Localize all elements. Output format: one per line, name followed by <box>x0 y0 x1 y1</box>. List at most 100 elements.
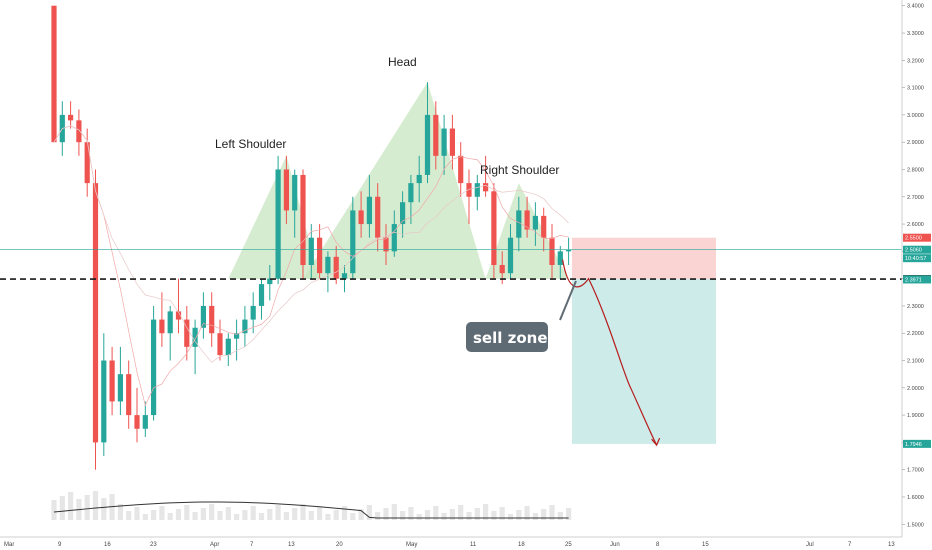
volume-bar <box>101 498 107 520</box>
price-tick-label: 1.9000 <box>907 413 924 419</box>
candle <box>92 169 99 470</box>
candle <box>557 245 563 279</box>
volume-bar <box>416 514 422 520</box>
candle <box>541 207 547 252</box>
candle-body <box>416 174 422 184</box>
volume-bar <box>258 513 265 520</box>
candle <box>333 245 339 285</box>
price-badge-label: 2.5060 <box>905 248 922 254</box>
volume-bar <box>242 510 248 520</box>
candle-body <box>68 114 74 121</box>
candle-body <box>142 415 148 429</box>
candle <box>275 155 281 285</box>
candle <box>242 305 248 347</box>
candle <box>483 155 489 197</box>
volume-bar <box>167 513 173 520</box>
time-tick-label: 20 <box>336 542 343 548</box>
candle-body <box>566 249 572 252</box>
candle-body <box>167 311 173 334</box>
candle <box>449 114 455 170</box>
price-tick-label: 3.4000 <box>907 4 924 10</box>
volume-bar <box>209 504 215 520</box>
candle <box>366 174 372 238</box>
volume-average-line <box>53 501 569 519</box>
price-tick-label: 2.9000 <box>907 140 924 146</box>
volume-bar <box>151 510 157 520</box>
candle-body <box>292 174 298 211</box>
volume-bar <box>308 511 314 520</box>
price-badge-label: 2.3971 <box>905 277 922 283</box>
projection-curve <box>562 259 658 446</box>
sell-zone-pointer <box>559 280 577 321</box>
time-tick-label: 13 <box>288 542 295 548</box>
candle <box>109 346 115 416</box>
price-badge: 2.5500 <box>903 233 931 242</box>
candle <box>192 319 198 375</box>
candle <box>358 191 364 238</box>
candle-body <box>101 360 107 443</box>
price-badge-bg <box>903 245 931 254</box>
price-badge-bg <box>903 254 931 263</box>
volume-bar <box>200 508 206 520</box>
candle-body <box>217 333 223 356</box>
candle <box>416 155 422 203</box>
volume-pane <box>51 491 572 520</box>
candle-body <box>483 183 489 192</box>
candle <box>175 278 182 334</box>
candle <box>491 183 497 279</box>
price-badge: 1.7946 <box>903 439 931 448</box>
volume-bar <box>491 511 497 520</box>
candle <box>549 224 555 279</box>
candle <box>516 196 522 252</box>
volume-bar <box>375 512 381 520</box>
candle <box>217 319 223 361</box>
volume-bar <box>408 507 414 520</box>
volume-bar <box>184 505 190 520</box>
volume-bar <box>142 514 148 520</box>
candle-body <box>524 210 530 230</box>
volume-bar <box>325 514 331 520</box>
candle <box>383 224 389 265</box>
candle-body <box>333 256 339 279</box>
volume-bar <box>516 510 522 520</box>
price-axis-bg <box>902 0 932 537</box>
candle-body <box>557 251 563 265</box>
candle-body <box>300 174 306 265</box>
volume-bar <box>234 514 240 520</box>
volume-bar <box>566 508 572 520</box>
volume-bar <box>175 509 182 520</box>
moving-average-fast <box>53 125 569 407</box>
price-badge-label: 1.7946 <box>905 442 922 448</box>
candle <box>433 101 439 170</box>
candle-body <box>275 169 281 279</box>
candle-body <box>200 305 206 328</box>
price-tick-label: 2.7000 <box>907 195 924 201</box>
price-tick-label: 2.0000 <box>907 386 924 392</box>
time-tick-label: 11 <box>470 542 477 548</box>
candle-body <box>491 191 497 265</box>
volume-bar <box>300 504 306 520</box>
candle-body <box>209 305 215 334</box>
volume-bar <box>549 505 555 520</box>
candle-body <box>433 114 439 156</box>
volume-bar <box>507 514 514 520</box>
candle-body <box>424 114 431 175</box>
candle <box>458 142 464 197</box>
candle <box>234 319 240 361</box>
candle <box>400 191 406 238</box>
candle-body <box>358 210 364 225</box>
left-shoulder-shape <box>228 155 320 280</box>
volume-bar <box>84 495 90 520</box>
candle <box>325 251 331 293</box>
volume-bar <box>267 509 273 520</box>
candle-body <box>109 360 115 402</box>
volume-bar <box>449 509 455 520</box>
candle <box>51 5 57 143</box>
candle <box>84 128 90 197</box>
candle <box>308 224 314 279</box>
volume-bar <box>458 505 464 520</box>
volume-bar <box>383 508 389 520</box>
price-tick-label: 2.3000 <box>907 304 924 310</box>
candle <box>184 305 190 361</box>
